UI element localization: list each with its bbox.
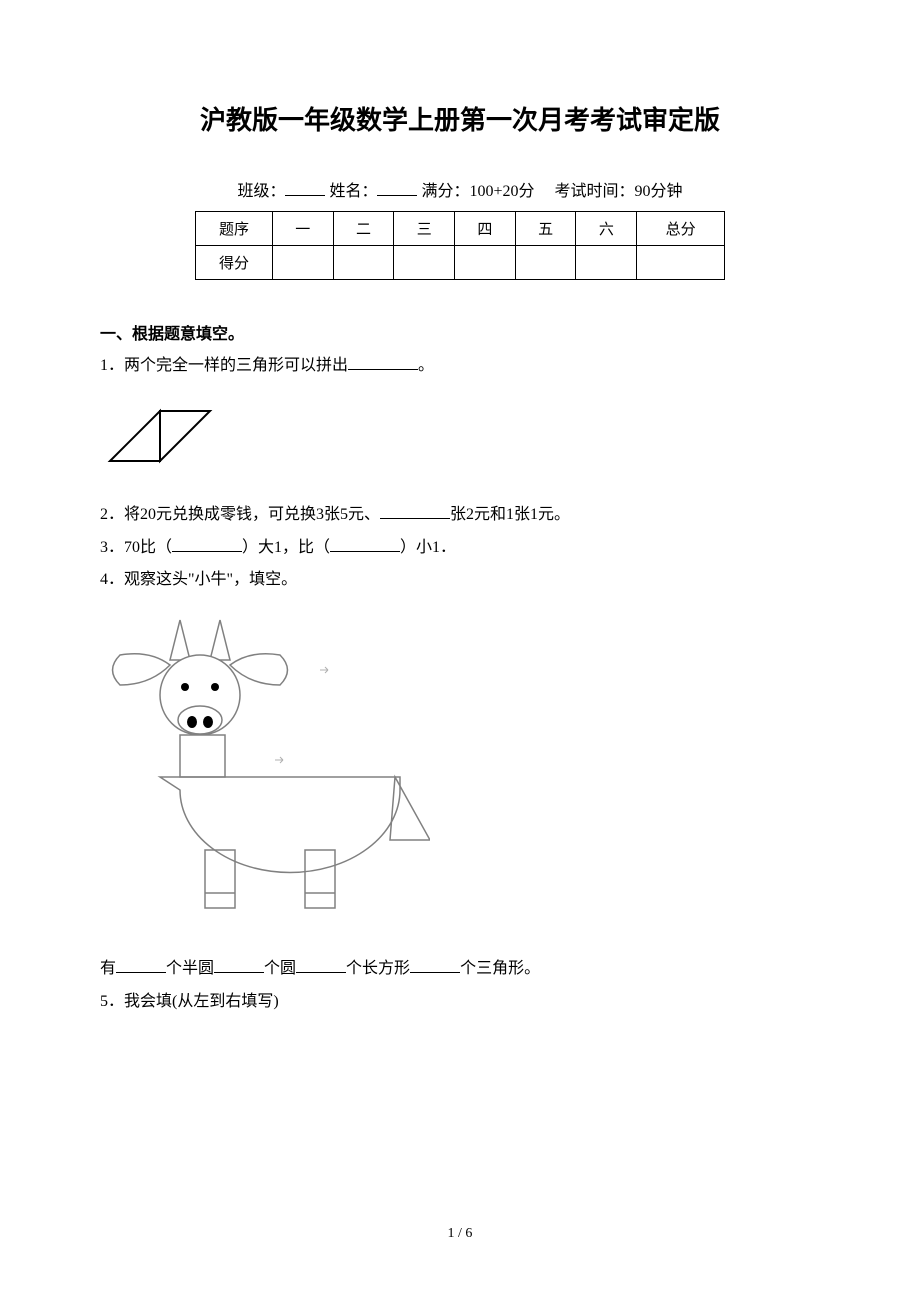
q4-blank-a: [116, 956, 166, 973]
cow-figure: [100, 615, 820, 930]
q4-fill-d: 个三角形。: [460, 960, 540, 977]
q1-suffix: 。: [418, 357, 434, 374]
name-blank: [377, 179, 417, 196]
triangle-figure: [100, 401, 820, 476]
triangle-svg: [100, 401, 220, 471]
question-4-fill: 有 个半圆 个圆 个长方形 个三角形。: [100, 955, 820, 984]
page-title: 沪教版一年级数学上册第一次月考考试审定版: [100, 100, 820, 137]
section-1-header: 一、根据题意填空。: [100, 320, 820, 344]
score-table: 题序 一 二 三 四 五 六 总分 得分: [195, 211, 725, 280]
question-2: 2．将20元兑换成零钱，可兑换3张5元、 张2元和1张1元。: [100, 501, 820, 530]
cell-col-1: 一: [272, 212, 333, 246]
name-label: 姓名：: [329, 183, 377, 200]
cell-col-2: 二: [333, 212, 394, 246]
cell-col-4: 四: [455, 212, 516, 246]
table-row-score: 得分: [196, 246, 725, 280]
q2-blank: [380, 502, 450, 519]
time-value: 90分钟: [635, 183, 683, 200]
q4-blank-b: [214, 956, 264, 973]
q3-mid: ）大1，比（: [242, 539, 330, 556]
q1-prefix: 1．两个完全一样的三角形可以拼出: [100, 357, 348, 374]
cow-svg: [100, 615, 430, 925]
class-blank: [285, 179, 325, 196]
cell-blank: [637, 246, 725, 280]
q2-suffix: 张2元和1张1元。: [450, 506, 570, 523]
cell-blank: [515, 246, 576, 280]
q3-suffix: ）小1．: [400, 539, 456, 556]
class-label: 班级：: [237, 183, 285, 200]
exam-info-line: 班级： 姓名： 满分：100+20分 考试时间：90分钟: [100, 177, 820, 201]
question-3: 3．70比（ ）大1，比（ ）小1．: [100, 534, 820, 563]
q4-fill-a: 个半圆: [166, 960, 214, 977]
q4-fill-prefix: 有: [100, 960, 116, 977]
cell-col-6: 六: [576, 212, 637, 246]
time-label: 考试时间：: [555, 183, 635, 200]
q4-blank-d: [410, 956, 460, 973]
cell-blank: [272, 246, 333, 280]
q1-blank: [348, 353, 418, 370]
page-number: 1 / 6: [0, 1226, 920, 1242]
q3-blank-1: [172, 535, 242, 552]
q3-prefix: 3．70比（: [100, 539, 172, 556]
cell-blank: [576, 246, 637, 280]
cell-col-5: 五: [515, 212, 576, 246]
cell-label-seq: 题序: [196, 212, 273, 246]
table-row-header: 题序 一 二 三 四 五 六 总分: [196, 212, 725, 246]
question-1: 1．两个完全一样的三角形可以拼出 。: [100, 352, 820, 381]
fullmarks-value: 100+20分: [469, 183, 534, 200]
q2-prefix: 2．将20元兑换成零钱，可兑换3张5元、: [100, 506, 380, 523]
q3-blank-2: [330, 535, 400, 552]
cell-label-score: 得分: [196, 246, 273, 280]
cell-blank: [394, 246, 455, 280]
q4-fill-b: 个圆: [264, 960, 296, 977]
q4-blank-c: [296, 956, 346, 973]
cell-total: 总分: [637, 212, 725, 246]
cell-col-3: 三: [394, 212, 455, 246]
cell-blank: [455, 246, 516, 280]
question-5: 5．我会填(从左到右填写): [100, 988, 820, 1017]
cell-blank: [333, 246, 394, 280]
q4-fill-c: 个长方形: [346, 960, 410, 977]
question-4: 4．观察这头"小牛"，填空。: [100, 566, 820, 595]
fullmarks-label: 满分：: [421, 183, 469, 200]
